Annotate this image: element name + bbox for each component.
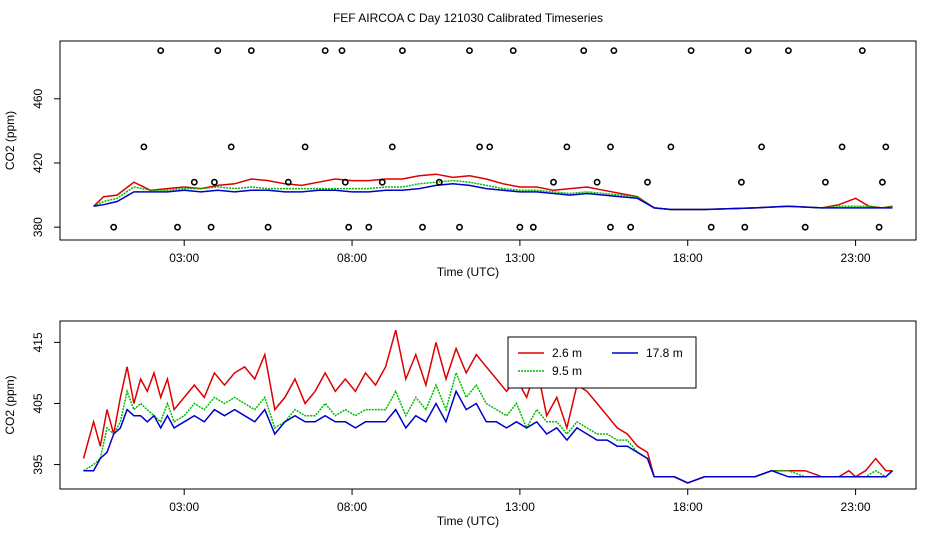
series-line-17-8-m — [93, 183, 893, 211]
calibration-point — [707, 223, 715, 231]
calibration-point — [466, 47, 473, 54]
plot-frame — [59, 40, 917, 241]
calibration-point — [785, 47, 792, 54]
top-panel: 03:00 08:00 13:00 18:00 23:00 380 420 460 Time (… — [3, 40, 917, 279]
plot-frame — [59, 320, 917, 490]
calibration-point — [341, 178, 349, 186]
calibration-point — [741, 223, 749, 231]
calibration-point — [529, 223, 537, 231]
y-axis-label: CO2 (ppm) — [3, 111, 17, 170]
x-tick-label: 03:00 — [169, 500, 199, 514]
calibration-point — [456, 223, 463, 231]
x-tick-label: 23:00 — [841, 500, 871, 514]
bottom-panel: 03:00 08:00 13:00 18:00 23:00 395 405 415 Time (… — [3, 320, 917, 528]
calibration-point — [801, 223, 809, 231]
calibration-point — [758, 143, 765, 151]
calibration-point — [435, 178, 443, 186]
calibration-point — [738, 178, 745, 186]
calibration-point — [419, 223, 426, 231]
legend-label: 9.5 m — [552, 364, 582, 378]
calibration-point — [264, 223, 272, 231]
y-tick-label: 395 — [31, 454, 45, 474]
calibration-point — [593, 178, 601, 186]
x-tick-label: 13:00 — [505, 251, 535, 265]
legend-label: 2.6 m — [552, 346, 582, 360]
y-tick-label: 405 — [31, 393, 45, 413]
calibration-point — [563, 143, 571, 151]
calibration-point — [838, 143, 846, 151]
calibration-point — [174, 223, 181, 231]
x-tick-label: 13:00 — [505, 500, 535, 514]
calibration-point — [644, 178, 651, 186]
x-tick-label: 03:00 — [169, 251, 199, 265]
calibration-point — [214, 47, 222, 54]
legend-label: 17.8 m — [646, 346, 683, 360]
series-line-9-5-m — [83, 370, 894, 484]
legend-box — [507, 336, 697, 389]
calibration-point — [486, 143, 494, 151]
calibration-point — [610, 47, 618, 54]
calibration-point — [607, 143, 614, 151]
calibration-point — [227, 143, 235, 151]
y-tick-label: 420 — [31, 153, 45, 173]
calibration-point — [338, 47, 346, 54]
calibration-point — [516, 223, 524, 231]
calibration-point — [476, 143, 483, 151]
calibration-point — [140, 143, 148, 151]
calibration-point — [110, 223, 118, 231]
calibration-point — [687, 47, 695, 54]
y-tick-label: 380 — [31, 217, 45, 237]
calibration-point — [607, 223, 614, 231]
x-tick-label: 08:00 — [337, 500, 367, 514]
calibration-point — [207, 223, 215, 231]
calibration-point — [210, 178, 218, 186]
calibration-point — [875, 223, 883, 231]
calibration-point — [822, 178, 829, 186]
series-line-2-6-m — [82, 330, 893, 484]
calibration-point — [388, 143, 396, 151]
figure-title: FEF AIRCOA C Day 121030 Calibrated Times… — [333, 11, 603, 25]
calibration-point — [365, 223, 373, 231]
y-axis-label: CO2 (ppm) — [3, 375, 17, 434]
calibration-point — [744, 47, 752, 54]
calibration-point — [378, 178, 386, 186]
y-tick-label: 460 — [31, 88, 45, 108]
calibration-point — [247, 47, 255, 54]
calibration-point — [284, 178, 292, 186]
x-tick-label: 18:00 — [673, 251, 703, 265]
x-tick-label: 18:00 — [673, 500, 703, 514]
calibration-point — [321, 47, 329, 54]
calibration-point — [190, 178, 198, 186]
calibration-point — [627, 223, 635, 231]
calibration-point — [398, 47, 406, 54]
x-axis-label: Time (UTC) — [437, 514, 499, 528]
calibration-point — [879, 178, 886, 186]
calibration-point — [509, 47, 517, 54]
x-tick-label: 08:00 — [337, 251, 367, 265]
calibration-point — [157, 47, 165, 54]
calibration-point — [858, 47, 866, 54]
calibration-point — [301, 143, 309, 151]
calibration-point — [580, 47, 588, 54]
series-line-17-8-m — [83, 389, 894, 484]
calibration-point — [667, 143, 675, 151]
calibration-point — [345, 223, 353, 231]
y-tick-label: 415 — [31, 332, 45, 352]
calibration-point — [550, 178, 557, 186]
x-axis-label: Time (UTC) — [437, 265, 499, 279]
x-tick-label: 23:00 — [841, 251, 871, 265]
calibration-point — [882, 143, 890, 151]
